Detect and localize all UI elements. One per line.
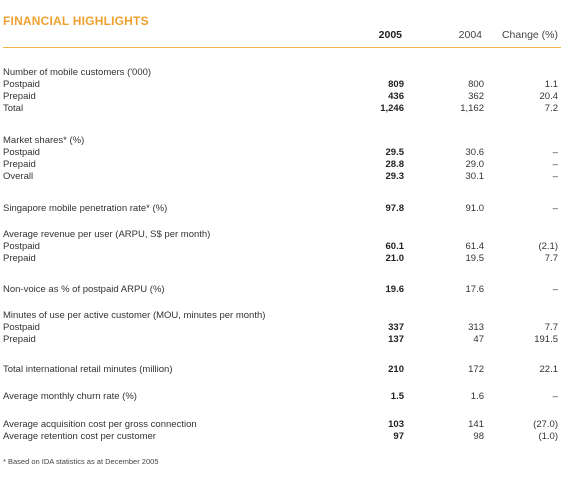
row-label: Total <box>3 103 24 114</box>
value-2004: 800 <box>468 79 484 90</box>
row-label: Prepaid <box>3 159 36 170</box>
value-2005: 137 <box>388 334 404 345</box>
row-label: Market shares* (%) <box>3 135 85 146</box>
value-2005: 337 <box>388 322 404 333</box>
row-label: Postpaid <box>3 322 40 333</box>
table-row: Average acquisition cost per gross conne… <box>3 419 561 431</box>
value-2005: 809 <box>388 79 404 90</box>
row-label: Prepaid <box>3 91 36 102</box>
row-label: Average monthly churn rate (%) <box>3 391 137 402</box>
column-header-change: Change (%) <box>501 29 558 41</box>
value-2004: 98 <box>473 431 484 442</box>
row-label: Prepaid <box>3 334 36 345</box>
value-2004: 19.5 <box>465 253 485 264</box>
footnote: * Based on IDA statistics as at December… <box>3 457 159 466</box>
value-change: 191.5 <box>534 334 558 345</box>
value-2005: 1,246 <box>380 103 404 114</box>
row-label: Overall <box>3 171 34 182</box>
value-change: – <box>552 391 558 402</box>
value-2005: 97.8 <box>385 203 405 214</box>
value-change: (2.1) <box>538 241 558 252</box>
value-2005: 29.3 <box>385 171 405 182</box>
value-2004: 362 <box>468 91 484 102</box>
table-row: Number of mobile customers ('000) <box>3 67 561 79</box>
value-2004: 29.0 <box>465 159 485 170</box>
value-2005: 97 <box>393 431 404 442</box>
table-row: Prepaid 436 362 20.4 <box>3 91 561 103</box>
row-label: Number of mobile customers ('000) <box>3 67 152 78</box>
row-label: Average revenue per user (ARPU, S$ per m… <box>3 229 211 240</box>
row-label: Average acquisition cost per gross conne… <box>3 419 197 430</box>
column-header-2004: 2004 <box>458 29 482 41</box>
table-row: Minutes of use per active customer (MOU,… <box>3 310 561 322</box>
table-row: Postpaid 809 800 1.1 <box>3 79 561 91</box>
table-row: Total international retail minutes (mill… <box>3 364 561 376</box>
row-label: Total international retail minutes (mill… <box>3 364 173 375</box>
row-label: Singapore mobile penetration rate* (%) <box>3 203 168 214</box>
value-change: 7.7 <box>544 322 558 333</box>
table-row: Average monthly churn rate (%) 1.5 1.6 – <box>3 391 561 403</box>
row-label: Postpaid <box>3 79 40 90</box>
value-2005: 19.6 <box>385 284 405 295</box>
row-label: Prepaid <box>3 253 36 264</box>
value-change: – <box>552 203 558 214</box>
value-2005: 60.1 <box>385 241 405 252</box>
value-2005: 436 <box>388 91 404 102</box>
value-2004: 17.6 <box>465 284 485 295</box>
column-header-2005: 2005 <box>378 29 402 41</box>
row-label: Non-voice as % of postpaid ARPU (%) <box>3 284 165 295</box>
value-2005: 1.5 <box>390 391 404 402</box>
table-row: Total 1,246 1,162 7.2 <box>3 103 561 115</box>
value-2005: 21.0 <box>385 253 405 264</box>
table-row: Singapore mobile penetration rate* (%) 97… <box>3 203 561 215</box>
page-title: FINANCIAL HIGHLIGHTS <box>3 14 149 28</box>
value-2004: 141 <box>468 419 484 430</box>
value-2004: 47 <box>473 334 484 345</box>
value-change: (1.0) <box>538 431 558 442</box>
value-2005: 29.5 <box>385 147 405 158</box>
table-row: Prepaid 28.8 29.0 – <box>3 159 561 171</box>
table-row: Postpaid 337 313 7.7 <box>3 322 561 334</box>
value-change: 7.7 <box>544 253 558 264</box>
value-2005: 28.8 <box>385 159 405 170</box>
table-row: Postpaid 29.5 30.6 – <box>3 147 561 159</box>
value-change: 20.4 <box>539 91 559 102</box>
value-2005: 210 <box>388 364 404 375</box>
value-2004: 91.0 <box>465 203 485 214</box>
value-2005: 103 <box>388 419 404 430</box>
value-change: – <box>552 171 558 182</box>
table-row: Average retention cost per customer 97 98 (… <box>3 431 561 443</box>
table-row: Prepaid 21.0 19.5 7.7 <box>3 253 561 265</box>
value-change: 1.1 <box>544 79 558 90</box>
value-2004: 313 <box>468 322 484 333</box>
row-label: Postpaid <box>3 147 40 158</box>
row-label: Postpaid <box>3 241 40 252</box>
value-2004: 1.6 <box>470 391 484 402</box>
row-label: Minutes of use per active customer (MOU,… <box>3 310 266 321</box>
table-row: Overall 29.3 30.1 – <box>3 171 561 183</box>
value-change: – <box>552 284 558 295</box>
value-2004: 1,162 <box>460 103 484 114</box>
table-row: Non-voice as % of postpaid ARPU (%) 19.6 1… <box>3 284 561 296</box>
table-row: Prepaid 137 47 191.5 <box>3 334 561 346</box>
value-2004: 30.6 <box>465 147 485 158</box>
value-change: 22.1 <box>539 364 559 375</box>
value-2004: 61.4 <box>465 241 485 252</box>
table-row: Average revenue per user (ARPU, S$ per m… <box>3 229 561 241</box>
value-change: (27.0) <box>533 419 558 430</box>
table-row: Market shares* (%) <box>3 135 561 147</box>
value-change: – <box>552 159 558 170</box>
value-change: 7.2 <box>544 103 558 114</box>
header-divider <box>3 47 561 48</box>
value-2004: 172 <box>468 364 484 375</box>
row-label: Average retention cost per customer <box>3 431 156 442</box>
value-2004: 30.1 <box>465 171 485 182</box>
value-change: – <box>552 147 558 158</box>
table-row: Postpaid 60.1 61.4 (2.1) <box>3 241 561 253</box>
